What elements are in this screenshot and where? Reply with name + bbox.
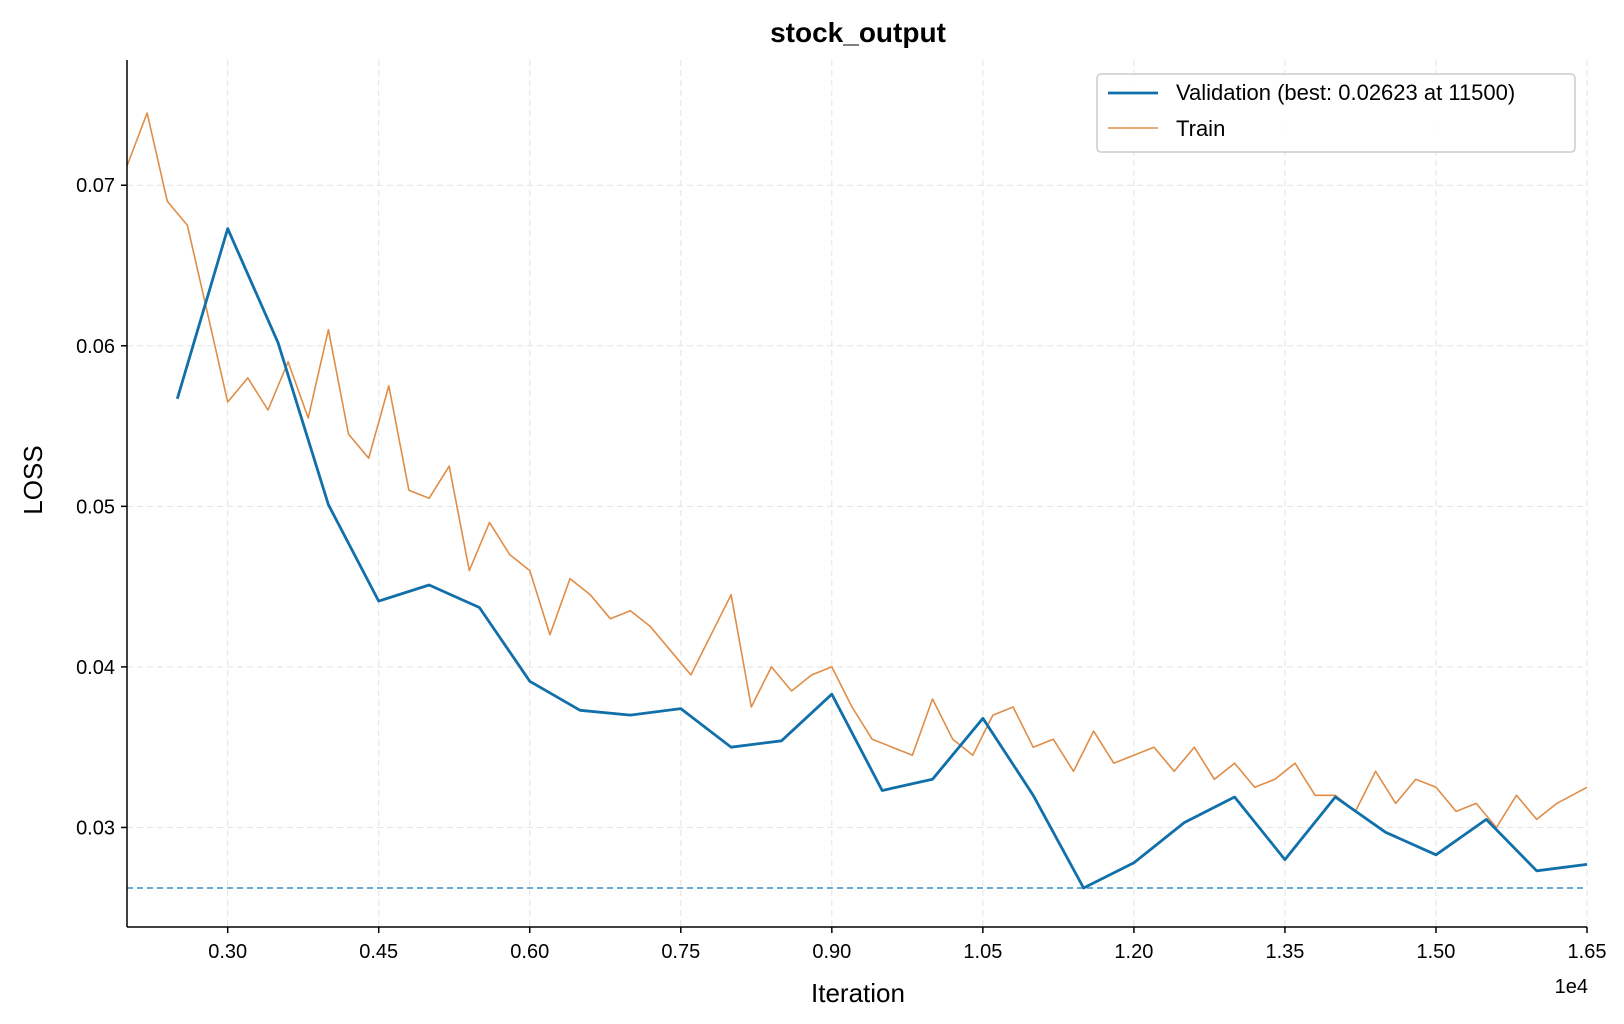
x-tick-label: 0.45 — [359, 941, 398, 963]
x-tick-label: 1.35 — [1265, 941, 1304, 963]
y-ticks: 0.03 0.04 0.05 0.06 0.07 — [76, 175, 127, 839]
y-tick-label: 0.05 — [76, 496, 115, 518]
series-layer — [126, 112, 1588, 890]
x-tick-label: 1.05 — [963, 941, 1002, 963]
chart-title: stock_output — [770, 17, 946, 48]
x-tick-label: 0.60 — [510, 941, 549, 963]
legend-frame — [1096, 73, 1576, 153]
y-tick-label: 0.06 — [76, 336, 115, 358]
train-series-line — [126, 112, 1588, 829]
x-tick-label: 0.30 — [208, 941, 247, 963]
x-axis-multiplier: 1e4 — [1555, 976, 1588, 998]
y-tick-label: 0.03 — [76, 817, 115, 839]
x-tick-label: 1.65 — [1568, 941, 1607, 963]
y-tick-label: 0.04 — [76, 657, 115, 679]
x-axis-title: Iteration — [811, 978, 905, 1008]
grid — [127, 60, 1588, 927]
validation-series-line — [175, 227, 1588, 890]
legend: Validation (best: 0.02623 at 11500) Trai… — [1096, 73, 1576, 153]
y-tick-label: 0.07 — [76, 175, 115, 197]
legend-label-validation: Validation (best: 0.02623 at 11500) — [1176, 80, 1515, 105]
x-tick-label: 1.20 — [1114, 941, 1153, 963]
x-tick-label: 1.50 — [1416, 941, 1455, 963]
x-ticks: 0.30 0.45 0.60 0.75 0.90 1.05 1.20 1.35 1.50 1.65 — [208, 927, 1606, 963]
x-tick-label: 0.90 — [812, 941, 851, 963]
legend-label-train: Train — [1176, 116, 1225, 141]
y-axis-title: LOSS — [18, 445, 48, 514]
x-tick-label: 0.75 — [661, 941, 700, 963]
